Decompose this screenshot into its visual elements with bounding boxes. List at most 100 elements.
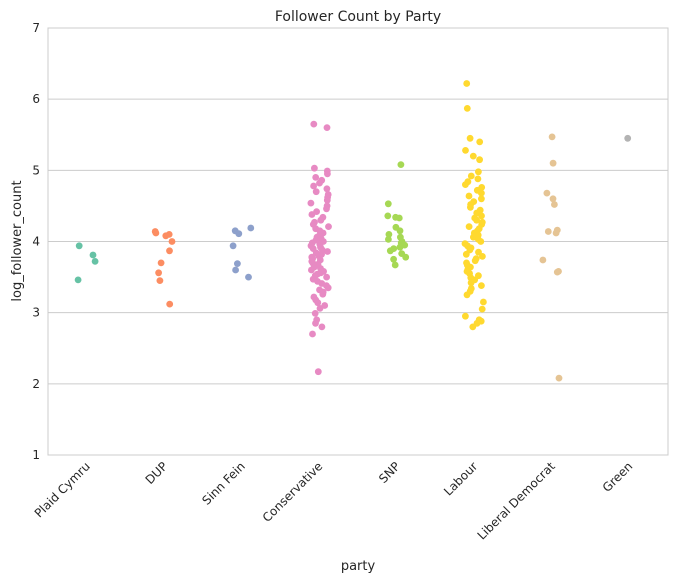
data-point [308,266,315,274]
data-point [316,179,323,187]
data-point [463,291,471,299]
data-point [166,247,173,255]
data-point [91,258,99,265]
data-point [390,255,397,263]
data-point [312,188,320,196]
data-point [466,134,474,142]
data-point [323,273,330,281]
data-points [74,80,632,382]
data-point [396,227,404,235]
data-point [478,212,485,220]
data-point [75,242,83,250]
x-tick-label: Sinn Fein [199,459,247,507]
x-tick-label: Liberal Democrat [475,459,558,542]
data-point [317,216,325,224]
data-point [462,312,469,320]
data-point [314,368,322,376]
data-point [307,199,315,207]
data-point [469,323,477,331]
y-tick-label: 4 [32,235,40,249]
y-axis-ticks: 1 2 3 4 5 6 7 [32,21,40,462]
data-point [384,212,392,220]
data-point [480,298,487,306]
y-tick-label: 6 [32,92,40,106]
data-point [162,232,170,240]
data-point [308,211,316,218]
data-point [478,282,485,289]
data-point [474,175,482,183]
data-point [152,229,160,237]
data-point [310,182,317,190]
y-tick-label: 7 [32,21,40,35]
data-point [395,214,403,222]
data-point [323,196,331,204]
data-point [549,159,557,167]
data-point [552,229,560,237]
data-point [323,205,330,213]
x-tick-label: Green [600,459,636,495]
data-point [156,277,164,284]
x-tick-label: SNP [376,459,403,486]
y-tick-label: 2 [32,377,40,391]
data-point [402,253,410,261]
data-point [476,138,484,146]
data-point [166,300,174,308]
data-point [309,330,316,338]
data-point [549,195,557,203]
data-point [324,170,331,178]
data-point [385,231,393,238]
data-point [624,134,632,142]
data-point [543,189,551,197]
data-point [475,168,482,176]
data-point [555,374,563,382]
data-point [462,181,469,189]
data-point [325,223,332,231]
data-point [318,323,326,331]
data-point [473,216,480,224]
data-point [465,223,473,231]
data-point [397,161,405,169]
data-point [467,203,474,211]
y-tick-label: 1 [32,448,40,462]
data-point [539,256,547,264]
data-point [544,228,552,235]
data-point [469,152,477,160]
data-point [551,201,558,208]
x-tick-label: Labour [441,459,480,498]
x-axis-label: party [341,559,376,574]
data-point [311,164,318,172]
data-point [310,120,318,128]
data-point [312,319,319,327]
x-tick-label: Conservative [260,459,326,525]
data-point [479,253,486,260]
data-point [314,299,322,307]
data-point [478,305,486,313]
data-point [312,174,320,181]
data-point [471,257,479,265]
x-tick-label: Plaid Cymru [32,459,93,520]
y-axis-label: log_follower_count [10,180,25,301]
data-point [74,276,82,284]
y-tick-label: 5 [32,163,40,177]
x-tick-label: DUP [143,459,171,487]
data-point [477,238,485,245]
data-point [247,224,255,232]
data-point [553,268,561,276]
data-point [548,133,556,141]
data-point [386,247,394,255]
data-point [462,250,470,258]
x-axis-ticks: Plaid Cymru DUP Sinn Fein Conservative SNP La… [32,459,636,542]
data-point [245,273,252,281]
data-point [316,305,324,312]
data-point [467,279,475,287]
data-point [323,124,331,131]
data-point [478,195,485,203]
plot-frame [47,27,669,456]
data-point [324,248,331,255]
data-point [396,243,404,251]
data-point [235,230,243,238]
data-point [319,290,327,298]
data-point [232,266,240,274]
data-point [168,238,176,245]
